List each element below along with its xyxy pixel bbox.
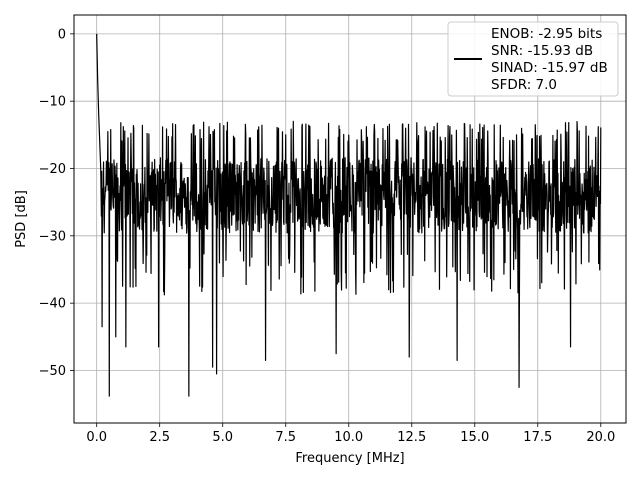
x-tick-label: 12.5 bbox=[397, 430, 426, 445]
x-tick-label: 17.5 bbox=[523, 430, 552, 445]
y-axis-label: PSD [dB] bbox=[14, 190, 29, 248]
x-tick-label: 5.0 bbox=[212, 430, 233, 445]
legend-entry-line: ENOB: -2.95 bits bbox=[491, 26, 602, 42]
x-tick-label: 0.0 bbox=[86, 430, 107, 445]
legend-entry-label: ENOB: -2.95 bits SNR: -15.93 dB SINAD: -15… bbox=[491, 26, 608, 93]
x-axis: 0.0 2.5 5.0 7.5 10.0 12.5 15.0 17.5 20.0 bbox=[86, 423, 615, 445]
psd-series-line bbox=[96, 33, 602, 397]
x-tick-label: 15.0 bbox=[460, 430, 489, 445]
y-tick-label: −50 bbox=[39, 364, 66, 379]
legend-entry-line: SFDR: 7.0 bbox=[491, 77, 557, 93]
legend-entry-line: SNR: -15.93 dB bbox=[491, 43, 593, 59]
legend-box bbox=[447, 21, 619, 97]
plot-area bbox=[96, 33, 602, 397]
y-tick-label: −40 bbox=[39, 297, 66, 312]
legend-entry-line: SINAD: -15.97 dB bbox=[491, 60, 608, 76]
y-tick-label: −20 bbox=[39, 162, 66, 177]
x-tick-label: 7.5 bbox=[275, 430, 296, 445]
y-axis: 0 −10 −20 −30 −40 −50 bbox=[39, 27, 74, 379]
x-axis-label: Frequency [MHz] bbox=[295, 451, 404, 466]
x-tick-label: 20.0 bbox=[586, 430, 615, 445]
plot-frame bbox=[73, 14, 627, 424]
legend: ENOB: -2.95 bits SNR: -15.93 dB SINAD: -15… bbox=[447, 21, 619, 97]
x-tick-label: 10.0 bbox=[334, 430, 363, 445]
x-tick-label: 2.5 bbox=[149, 430, 170, 445]
y-tick-label: −30 bbox=[39, 229, 66, 244]
y-tick-label: 0 bbox=[58, 27, 66, 42]
y-tick-label: −10 bbox=[39, 95, 66, 110]
